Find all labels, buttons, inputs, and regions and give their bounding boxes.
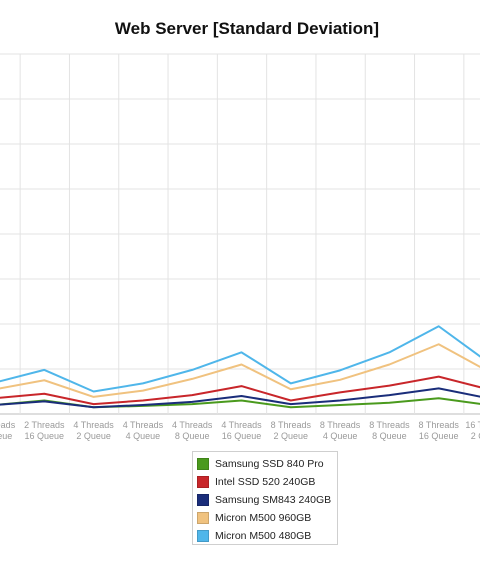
legend-swatch: [197, 530, 209, 542]
legend-label: Samsung SM843 240GB: [215, 494, 332, 506]
legend-list: Samsung SSD 840 Pro Intel SSD 520 240GB Sa…: [197, 455, 337, 545]
legend: Samsung SSD 840 Pro Intel SSD 520 240GB Sa…: [192, 451, 338, 545]
legend-label: Micron M500 960GB: [215, 512, 312, 524]
series-line-intel-ssd-520-240gb: [0, 375, 480, 406]
x-tick-label: 8 Threads 4 Queue: [320, 420, 361, 441]
legend-swatch: [197, 494, 209, 506]
x-tick-label: 4 Threads 16 Queue: [221, 420, 262, 441]
x-tick-label: 2 Threads 16 Queue: [24, 420, 65, 441]
series-lines: [0, 325, 480, 409]
x-tick-label: 8 Threads 16 Queue: [419, 420, 460, 441]
gridlines: [0, 53, 480, 415]
legend-label: Samsung SSD 840 Pro: [215, 458, 324, 470]
legend-swatch: [197, 512, 209, 524]
legend-swatch: [197, 476, 209, 488]
legend-swatch: [197, 458, 209, 470]
legend-label: Intel SSD 520 240GB: [215, 476, 316, 488]
legend-item: Micron M500 960GB: [197, 509, 337, 527]
series-line-samsung-sm843-240gb: [0, 387, 480, 409]
x-tick-label: 8 Threads 2 Queue: [271, 420, 312, 441]
series-line-micron-m500-960gb: [0, 343, 480, 398]
chart-title: Web Server [Standard Deviation]: [114, 19, 380, 38]
legend-item: Samsung SM843 240GB: [197, 491, 337, 509]
x-tick-label: 4 Threads 4 Queue: [123, 420, 164, 441]
series-line-micron-m500-480gb: [0, 325, 480, 393]
legend-item: Intel SSD 520 240GB: [197, 473, 337, 491]
legend-label: Micron M500 480GB: [215, 530, 312, 542]
x-tick-label: 4 Threads 8 Queue: [172, 420, 213, 441]
legend-item: Micron M500 480GB: [197, 527, 337, 545]
x-tick-label: 8 Threads 8 Queue: [369, 420, 410, 441]
x-tick-label: 4 Threads 2 Queue: [73, 420, 114, 441]
legend-item: Samsung SSD 840 Pro: [197, 455, 337, 473]
